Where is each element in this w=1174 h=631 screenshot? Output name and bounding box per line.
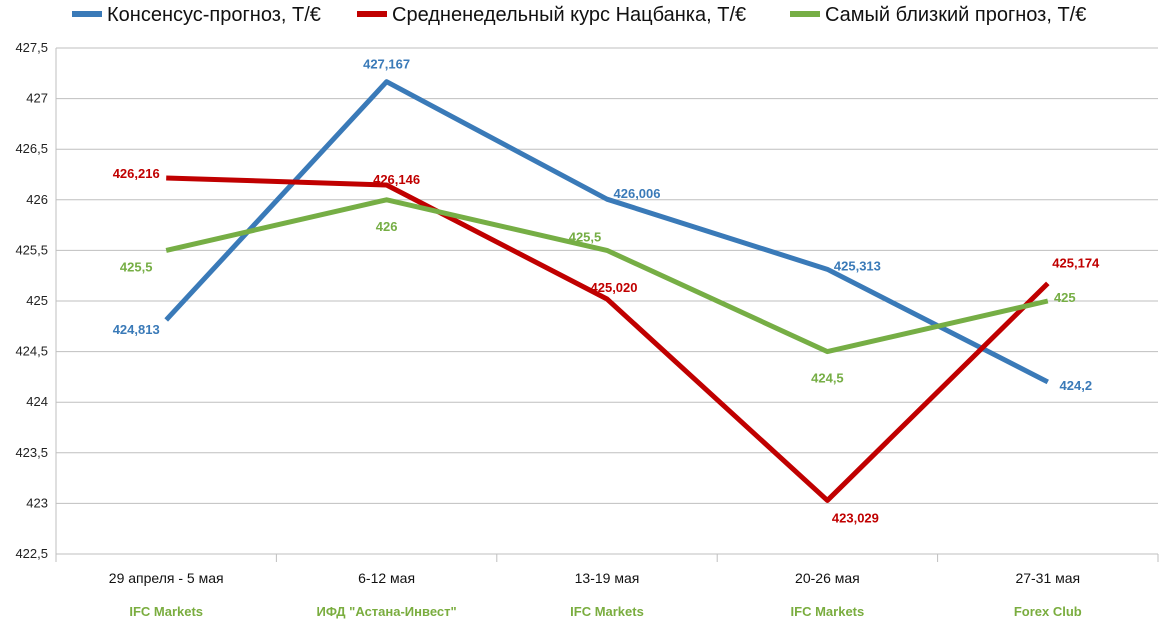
x-sub-label: IFC Markets	[570, 604, 644, 619]
legend-label: Самый близкий прогноз, Т/€	[825, 4, 1086, 26]
data-label: 426	[376, 219, 398, 234]
data-label: 425,313	[834, 258, 881, 273]
x-sub-label: IFC Markets	[129, 604, 203, 619]
data-label: 425,174	[1052, 255, 1100, 270]
y-tick-label: 423	[26, 495, 48, 510]
x-category-label: 20-26 мая	[795, 570, 860, 586]
data-label: 424,2	[1060, 378, 1093, 393]
data-labels: 424,813 427,167 426,006 425,313 424,2 426,216…	[113, 57, 1100, 526]
y-tick-label: 423,5	[15, 445, 48, 460]
x-axis: 29 апреля - 5 мая IFC Markets 6-12 мая ИФД …	[55, 554, 1159, 619]
y-tick-label: 426,5	[15, 141, 48, 156]
data-label: 423,029	[832, 510, 879, 525]
data-label: 425	[1054, 290, 1076, 305]
series-line-1	[164, 79, 1049, 385]
y-tick-label: 425	[26, 293, 48, 308]
legend-label: Средненедельный курс Нацбанка, Т/€	[392, 4, 746, 26]
y-tick-label: 427	[26, 91, 48, 106]
x-category-label: 6-12 мая	[358, 570, 415, 586]
y-tick-label: 424	[26, 394, 48, 409]
y-tick-label: 424,5	[15, 344, 48, 359]
data-label: 426,146	[373, 172, 420, 187]
data-label: 427,167	[363, 57, 410, 72]
y-tick-label: 425,5	[15, 242, 48, 257]
x-sub-label: ИФД "Астана-Инвест"	[317, 604, 457, 619]
x-category-label: 13-19 мая	[575, 570, 640, 586]
data-label: 425,5	[120, 259, 153, 274]
x-sub-label: IFC Markets	[791, 604, 865, 619]
data-label: 425,5	[569, 229, 602, 244]
y-tick-label: 426	[26, 192, 48, 207]
y-axis-ticks: 422,5 423 423,5 424 424,5 425 425,5 426 426,5 427…	[15, 40, 48, 561]
data-label: 424,813	[113, 322, 160, 337]
series-line-3	[165, 197, 1049, 355]
data-label: 424,5	[811, 371, 844, 386]
x-sub-label: Forex Club	[1014, 604, 1082, 619]
data-label: 426,006	[614, 186, 661, 201]
legend-label: Консенсус-прогноз, Т/€	[107, 4, 321, 26]
series-lines	[164, 79, 1050, 503]
series-line-2	[166, 175, 1050, 503]
x-category-label: 27-31 мая	[1015, 570, 1080, 586]
y-tick-label: 422,5	[15, 546, 48, 561]
legend: Консенсус-прогноз, Т/€ Средненедельный ку…	[72, 4, 1086, 26]
data-label: 426,216	[113, 166, 160, 181]
x-category-label: 29 апреля - 5 мая	[109, 570, 224, 586]
y-tick-label: 427,5	[15, 40, 48, 55]
data-label: 425,020	[591, 280, 638, 295]
